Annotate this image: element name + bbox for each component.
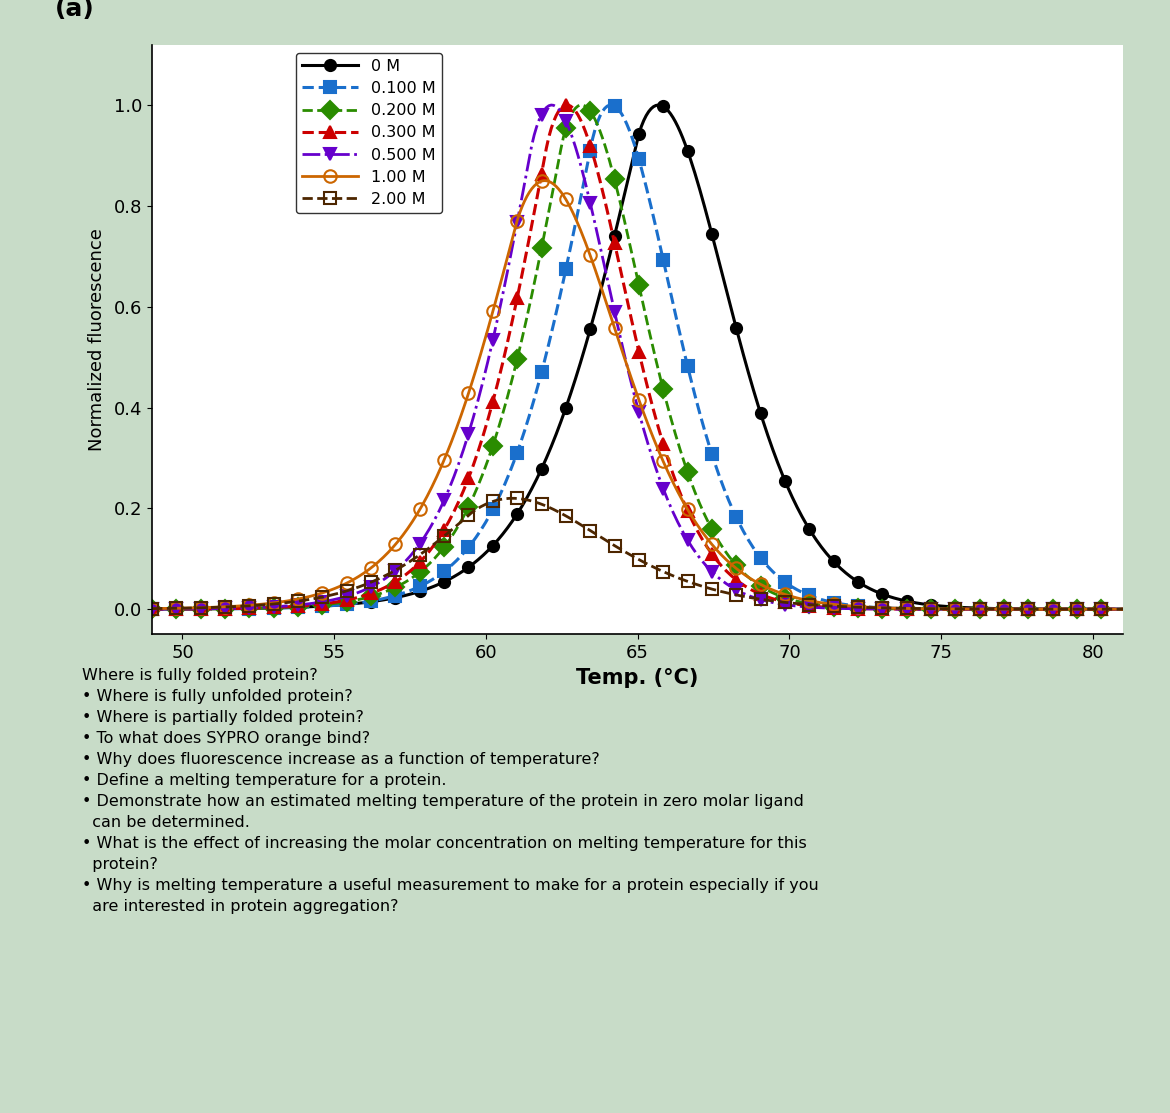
Line: 0.500 M: 0.500 M <box>146 99 1129 615</box>
0.100 M <box>853 600 867 613</box>
0.500 M <box>853 602 867 615</box>
Legend: 0 M, 0.100 M, 0.200 M, 0.300 M, 0.500 M, 1.00 M, 2.00 M: 0 M, 0.100 M, 0.200 M, 0.300 M, 0.500 M,… <box>296 52 442 214</box>
2.00 M <box>848 600 862 613</box>
0.500 M <box>544 98 558 111</box>
0.100 M <box>758 558 772 571</box>
1.00 M <box>262 597 276 610</box>
0.500 M <box>145 602 159 615</box>
0.200 M <box>848 601 862 614</box>
0.300 M <box>758 590 772 603</box>
0.300 M <box>461 472 475 485</box>
0.500 M <box>1116 602 1130 615</box>
0.200 M <box>1116 602 1130 615</box>
Line: 0.100 M: 0.100 M <box>146 99 1129 615</box>
0 M <box>530 472 544 485</box>
0.200 M <box>461 500 475 513</box>
2.00 M <box>758 593 772 607</box>
Line: 0 M: 0 M <box>146 99 1129 614</box>
0.100 M <box>530 384 544 397</box>
0 M <box>848 573 862 587</box>
0.200 M <box>758 582 772 595</box>
0.200 M <box>853 601 867 614</box>
0 M <box>853 577 867 590</box>
1.00 M <box>1116 602 1130 615</box>
0.100 M <box>605 98 619 111</box>
2.00 M <box>262 598 276 611</box>
1.00 M <box>145 602 159 615</box>
2.00 M <box>145 602 159 615</box>
2.00 M <box>505 492 519 505</box>
Line: 1.00 M: 1.00 M <box>146 175 1129 615</box>
0.100 M <box>262 602 276 615</box>
0.200 M <box>145 602 159 615</box>
0.300 M <box>848 602 862 615</box>
0.300 M <box>559 98 573 111</box>
0.200 M <box>530 265 544 278</box>
0.300 M <box>1116 602 1130 615</box>
0.500 M <box>758 594 772 608</box>
0.300 M <box>262 601 276 614</box>
0 M <box>758 422 772 435</box>
0.500 M <box>530 120 544 134</box>
Text: Where is fully folded protein?
• Where is fully unfolded protein?
• Where is par: Where is fully folded protein? • Where i… <box>82 668 819 914</box>
1.00 M <box>758 580 772 593</box>
2.00 M <box>853 601 867 614</box>
2.00 M <box>532 496 546 510</box>
0.200 M <box>262 601 276 614</box>
1.00 M <box>848 600 862 613</box>
0 M <box>262 601 276 614</box>
2.00 M <box>1116 602 1130 615</box>
0.300 M <box>145 602 159 615</box>
0.100 M <box>848 599 862 612</box>
0.500 M <box>262 600 276 613</box>
0.100 M <box>145 602 159 615</box>
0.200 M <box>573 98 587 111</box>
0.500 M <box>461 427 475 441</box>
Line: 0.200 M: 0.200 M <box>146 99 1129 615</box>
X-axis label: Temp. (°C): Temp. (°C) <box>577 668 698 688</box>
1.00 M <box>461 386 475 400</box>
Line: 2.00 M: 2.00 M <box>146 492 1129 615</box>
1.00 M <box>853 600 867 613</box>
2.00 M <box>461 509 475 522</box>
0 M <box>652 98 666 111</box>
0.100 M <box>1116 602 1130 615</box>
0.300 M <box>853 602 867 615</box>
Line: 0.300 M: 0.300 M <box>146 99 1129 615</box>
Y-axis label: Normalized fluorescence: Normalized fluorescence <box>88 228 105 451</box>
0 M <box>461 561 475 574</box>
0.500 M <box>848 602 862 615</box>
1.00 M <box>530 177 544 190</box>
Text: (a): (a) <box>55 0 95 21</box>
0.100 M <box>461 541 475 554</box>
0 M <box>145 602 159 615</box>
0 M <box>1116 602 1130 615</box>
1.00 M <box>537 174 551 187</box>
0.300 M <box>530 193 544 206</box>
